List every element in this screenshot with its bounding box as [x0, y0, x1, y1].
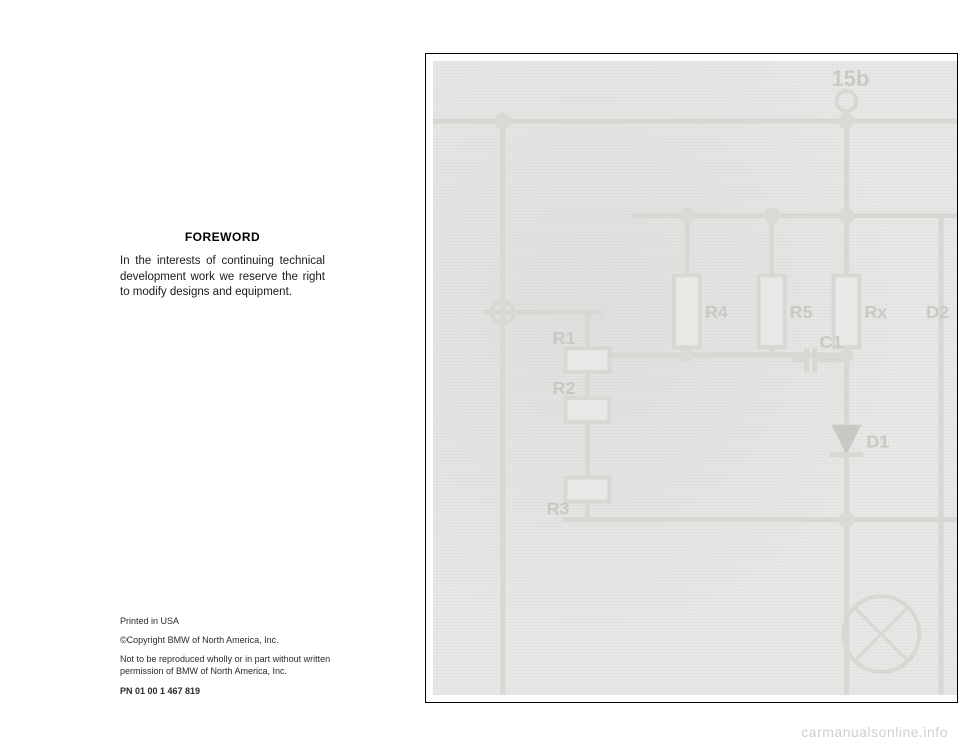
node-dot	[764, 208, 780, 224]
terminal-15b-label: 15b	[831, 66, 869, 91]
resistor-r4-label: R4	[705, 302, 728, 322]
resistor-r2	[565, 398, 609, 422]
resistor-r3	[565, 478, 609, 502]
foreword-title: FOREWORD	[120, 230, 325, 244]
foreword-block: FOREWORD In the interests of continuing …	[120, 230, 325, 301]
resistor-r1	[565, 348, 609, 372]
resistor-r5-label: R5	[790, 302, 813, 322]
diode-d1-label: D1	[866, 432, 889, 452]
resistor-r4	[674, 275, 700, 347]
label-d2: D2	[926, 302, 949, 322]
cap-c1-label: C1	[820, 332, 843, 352]
node-dot	[679, 208, 695, 224]
node-dot	[680, 348, 694, 362]
diode-d1-tri	[831, 425, 861, 455]
resistor-r2-label: R2	[553, 378, 576, 398]
footer-printed: Printed in USA	[120, 615, 350, 627]
schematic-diagram: 15b R4 R5	[425, 53, 958, 703]
footer-notice: Not to be reproduced wholly or in part w…	[120, 653, 350, 677]
terminal-15b-ring	[836, 91, 856, 111]
resistor-r3-label: R3	[547, 498, 570, 518]
footer-part-number: PN 01 00 1 467 819	[120, 685, 350, 697]
node-dot	[838, 208, 854, 224]
page: FOREWORD In the interests of continuing …	[0, 0, 960, 746]
node-dot	[838, 511, 854, 527]
watermark: carmanualsonline.info	[801, 724, 948, 740]
node-dot	[495, 113, 511, 129]
footer-copyright: ©Copyright BMW of North America, Inc.	[120, 634, 350, 646]
resistor-rx-label: Rx	[864, 302, 887, 322]
node-dot	[838, 113, 854, 129]
node-dot	[839, 348, 853, 362]
footer-block: Printed in USA ©Copyright BMW of North A…	[120, 615, 350, 704]
resistor-r5	[759, 275, 785, 347]
resistor-r1-label: R1	[553, 328, 576, 348]
foreword-body: In the interests of continuing technical…	[120, 254, 325, 301]
schematic-svg: 15b R4 R5	[433, 61, 957, 695]
